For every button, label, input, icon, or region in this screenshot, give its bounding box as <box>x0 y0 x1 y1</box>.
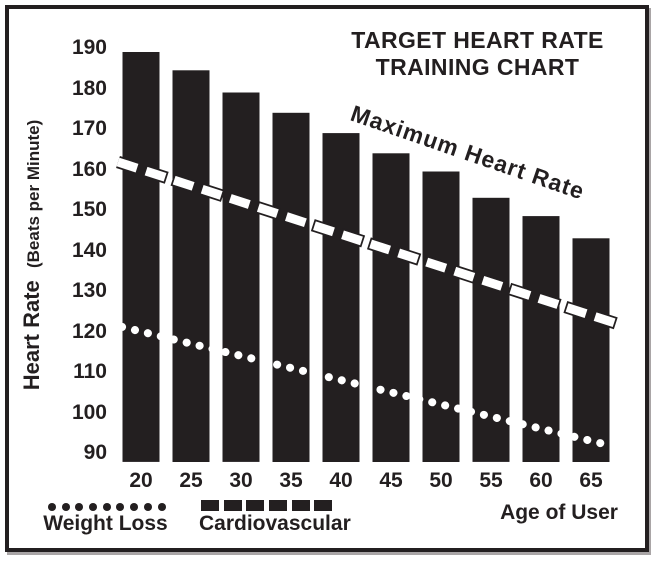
x-tick-40: 40 <box>329 469 353 492</box>
bar-age-30 <box>222 92 260 462</box>
cardiovascular-line-outline <box>116 156 619 330</box>
weight-loss-dot-icon <box>130 503 139 511</box>
chart-title-line-2: TRAINING CHART <box>375 54 580 80</box>
y-tick-170: 170 <box>71 117 107 140</box>
x-tick-50: 50 <box>429 469 453 492</box>
cardiovascular-legend-marker-dashes <box>201 500 337 511</box>
x-tick-55: 55 <box>479 469 503 492</box>
bar-age-45 <box>372 153 410 463</box>
x-tick-60: 60 <box>529 469 553 492</box>
cardiovascular-dash-icon <box>269 500 288 511</box>
cardiovascular-dash-icon <box>314 500 333 511</box>
weight-loss-dot-icon <box>157 503 166 511</box>
bar-age-55 <box>472 197 510 462</box>
y-tick-120: 120 <box>71 319 107 343</box>
chart-frame: TARGET HEART RATE TRAINING CHART Maximum… <box>5 5 649 552</box>
cardiovascular-dash-icon <box>201 500 219 511</box>
bar-age-25 <box>172 70 210 463</box>
cardiovascular-dash-icon <box>246 500 265 511</box>
weight-loss-dot-icon <box>116 503 125 511</box>
chart-title-line-1: TARGET HEART RATE <box>351 27 604 53</box>
legend-label-cardiovascular: Cardiovascular <box>199 512 351 535</box>
y-tick-180: 180 <box>71 76 107 100</box>
weight-loss-legend-marker-dots <box>48 503 171 511</box>
bar-age-65 <box>572 238 610 462</box>
weight-loss-dot-icon <box>48 503 56 511</box>
cardiovascular-dash-icon <box>223 500 242 511</box>
weight-loss-dot-icon <box>75 503 84 511</box>
weight-loss-dot-icon <box>61 503 70 511</box>
bar-age-60 <box>522 216 560 462</box>
legend-label-weight-loss: Weight Loss <box>43 512 168 535</box>
y-tick-140: 140 <box>71 238 107 262</box>
weight-loss-dot-icon <box>89 503 98 511</box>
x-tick-30: 30 <box>229 469 253 492</box>
y-tick-90: 90 <box>83 441 107 464</box>
x-tick-25: 25 <box>179 469 203 492</box>
y-tick-160: 160 <box>71 157 107 181</box>
bar-age-20 <box>122 52 160 462</box>
y-tick-100: 100 <box>71 400 107 424</box>
x-tick-45: 45 <box>379 469 403 492</box>
y-tick-150: 150 <box>71 198 107 221</box>
y-tick-110: 110 <box>73 360 107 383</box>
bar-age-35 <box>272 112 310 463</box>
weight-loss-line <box>118 322 617 451</box>
x-tick-65: 65 <box>579 469 603 492</box>
cardiovascular-dash-icon <box>291 500 310 511</box>
chart-title: TARGET HEART RATE TRAINING CHART <box>335 27 620 81</box>
y-tick-190: 190 <box>71 36 107 59</box>
bar-age-40 <box>322 133 360 462</box>
weight-loss-dot-icon <box>102 503 111 511</box>
x-tick-35: 35 <box>279 469 303 492</box>
x-tick-20: 20 <box>129 469 153 492</box>
x-axis-title: Age of User <box>500 501 618 524</box>
bar-age-50 <box>422 171 460 462</box>
y-tick-130: 130 <box>71 279 107 302</box>
weight-loss-dot-icon <box>143 503 152 511</box>
